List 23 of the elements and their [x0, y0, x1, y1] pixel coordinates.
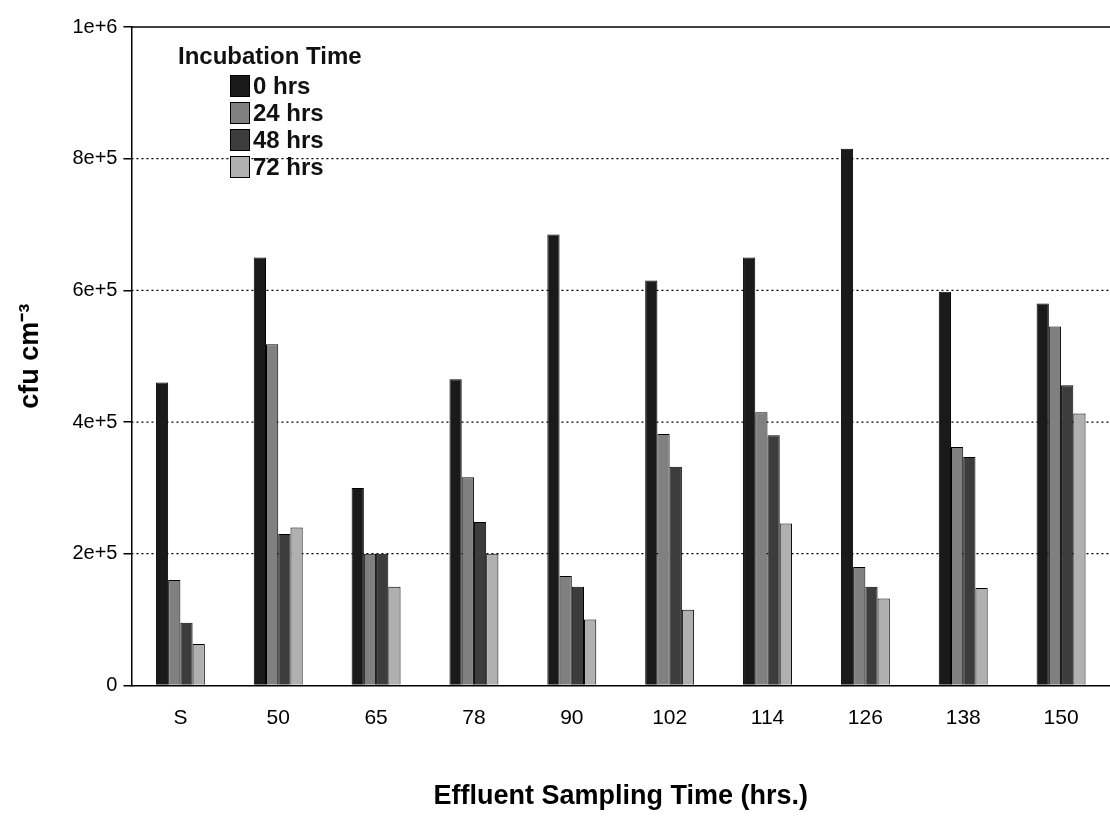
y-tick-label: 4e+5 — [72, 409, 118, 432]
y-tick-label: 1e+6 — [72, 14, 118, 37]
legend-label: 0 hrs — [253, 71, 311, 100]
legend-title: Incubation Time — [178, 42, 362, 70]
y-axis-title: cfu cm⁻³ — [13, 303, 44, 409]
legend-label: 72 hrs — [253, 152, 324, 181]
x-tick-label: 138 — [945, 704, 981, 728]
x-tick-label: 78 — [462, 704, 486, 728]
x-tick-label: 90 — [560, 704, 584, 728]
x-tick-label: 50 — [266, 704, 290, 728]
y-tick-label: 6e+5 — [72, 277, 118, 300]
x-tick-label: 114 — [750, 704, 785, 728]
y-tick-label: 0 — [106, 672, 118, 695]
legend-label: 48 hrs — [253, 125, 324, 154]
x-tick-label: 150 — [1043, 704, 1079, 728]
legend-label: 24 hrs — [253, 98, 324, 127]
y-tick-label: 2e+5 — [72, 541, 118, 564]
x-axis-title: Effluent Sampling Time (hrs.) — [433, 780, 808, 811]
y-tick-label: 8e+5 — [72, 146, 118, 169]
x-tick-label: 126 — [847, 704, 883, 728]
x-tick-label: S — [173, 704, 188, 728]
x-tick-label: 65 — [364, 704, 388, 728]
x-tick-label: 102 — [652, 704, 688, 728]
